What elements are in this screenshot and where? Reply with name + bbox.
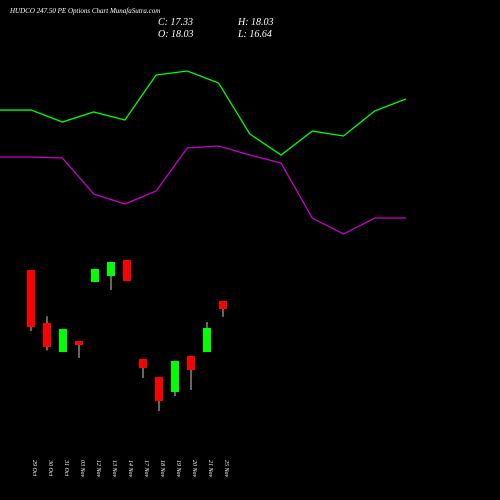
close-label: C: 17.33 xyxy=(158,17,193,28)
candle-body xyxy=(43,323,51,348)
x-tick-label: 31 Oct xyxy=(63,459,69,476)
x-tick-label: 03 Nov xyxy=(79,460,85,478)
x-tick-label: 19 Nov xyxy=(175,460,181,478)
candle-body xyxy=(75,340,83,345)
x-tick-label: 17 Nov xyxy=(143,460,149,478)
x-tick-label: 20 Nov xyxy=(191,460,197,478)
candle-body xyxy=(155,377,163,402)
x-tick-label: 18 Nov xyxy=(159,460,165,478)
candle-body xyxy=(187,356,195,370)
x-tick-label: 25 Nov xyxy=(223,460,229,478)
chart-title: HUDCO 247.50 PE Options Chart MunafaSutr… xyxy=(9,7,160,15)
candle-body xyxy=(123,260,131,282)
x-tick-label: 12 Nov xyxy=(95,460,101,478)
candle-body xyxy=(91,268,99,282)
indicator-line xyxy=(0,70,407,156)
candle-body xyxy=(107,261,115,277)
x-tick-label: 30 Oct xyxy=(47,459,53,476)
indicator-line xyxy=(0,145,406,235)
candle-body xyxy=(219,301,227,310)
low-label: L: 16.64 xyxy=(237,29,272,40)
x-tick-label: 14 Nov xyxy=(127,460,134,478)
x-tick-label: 13 Nov xyxy=(111,460,117,478)
open-label: O: 18.03 xyxy=(158,29,194,40)
candle-body xyxy=(139,359,147,369)
x-tick-label: 29 Oct xyxy=(31,460,37,476)
x-tick-label: 21 Nov xyxy=(207,460,213,478)
candle-body xyxy=(27,269,35,328)
candle-body xyxy=(59,328,67,353)
candle-body xyxy=(171,360,179,393)
candle-body xyxy=(203,327,211,353)
high-label: H: 18.03 xyxy=(237,17,274,28)
